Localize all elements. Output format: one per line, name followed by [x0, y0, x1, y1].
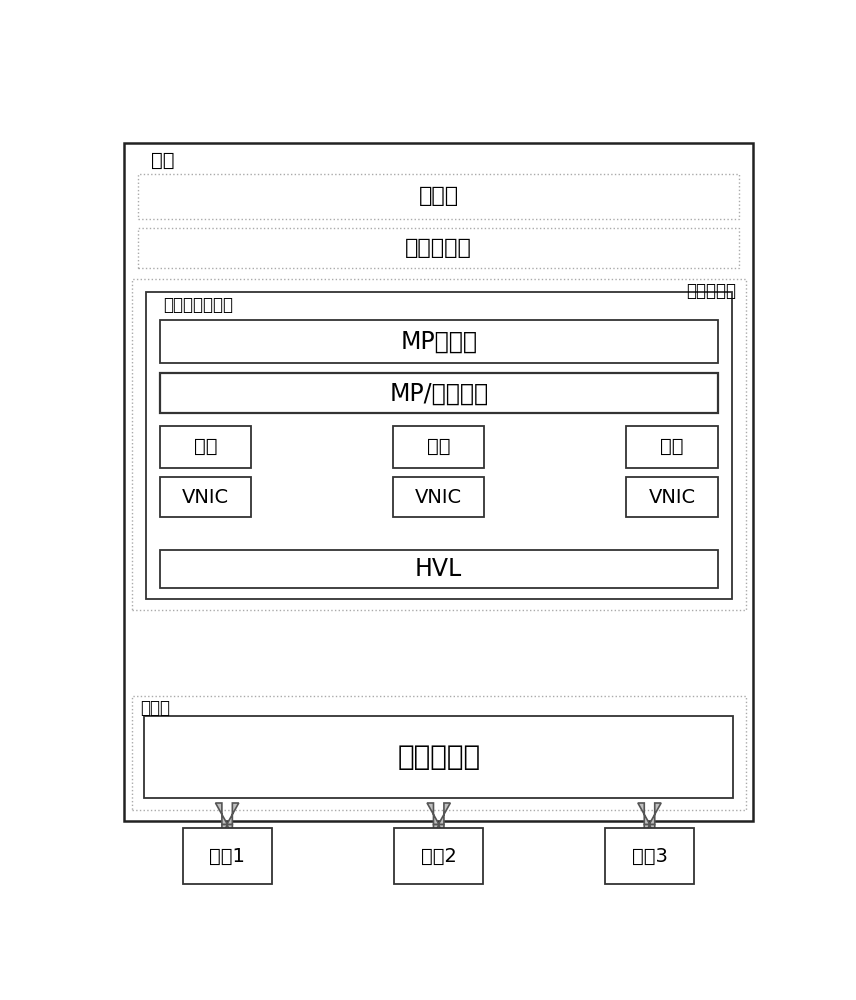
Polygon shape — [427, 803, 450, 825]
Bar — [160, 550, 717, 588]
Text: MP播放器: MP播放器 — [401, 329, 477, 353]
Bar — [146, 292, 732, 599]
Text: 物理层: 物理层 — [140, 699, 170, 717]
Polygon shape — [638, 825, 661, 846]
Bar — [132, 696, 746, 810]
Polygon shape — [427, 825, 450, 846]
Text: VNIC: VNIC — [181, 488, 229, 507]
Bar — [138, 228, 740, 268]
Polygon shape — [216, 803, 239, 825]
Text: HVL: HVL — [415, 557, 462, 581]
Polygon shape — [638, 803, 661, 825]
Text: VNIC: VNIC — [415, 488, 462, 507]
Polygon shape — [216, 825, 239, 846]
Bar — [394, 828, 484, 884]
Text: 端口: 端口 — [427, 437, 450, 456]
Bar — [124, 143, 753, 821]
Bar — [605, 828, 694, 884]
Bar — [160, 477, 251, 517]
Text: 硬件驱动层: 硬件驱动层 — [686, 282, 735, 300]
Bar — [138, 174, 740, 219]
Text: 网络2: 网络2 — [421, 847, 456, 866]
Text: 端口: 端口 — [193, 437, 217, 456]
Text: 网络3: 网络3 — [632, 847, 668, 866]
Bar — [160, 320, 717, 363]
Text: VNIC: VNIC — [648, 488, 696, 507]
Text: MP/端口接口: MP/端口接口 — [389, 381, 488, 405]
Text: 微型端口驱动器: 微型端口驱动器 — [163, 296, 234, 314]
Bar — [627, 477, 717, 517]
Text: 网络传输层: 网络传输层 — [405, 238, 473, 258]
Bar — [132, 279, 746, 610]
Bar — [160, 426, 251, 468]
Text: 网络1: 网络1 — [209, 847, 245, 866]
Bar — [182, 828, 271, 884]
Bar — [393, 477, 484, 517]
Text: 端口: 端口 — [660, 437, 684, 456]
Bar — [393, 426, 484, 468]
Text: 应用层: 应用层 — [419, 186, 459, 206]
Text: 无线电硬件: 无线电硬件 — [397, 743, 480, 771]
Bar — [160, 373, 717, 413]
Bar — [627, 426, 717, 468]
Bar — [144, 716, 734, 798]
Text: 终端: 终端 — [151, 151, 175, 170]
